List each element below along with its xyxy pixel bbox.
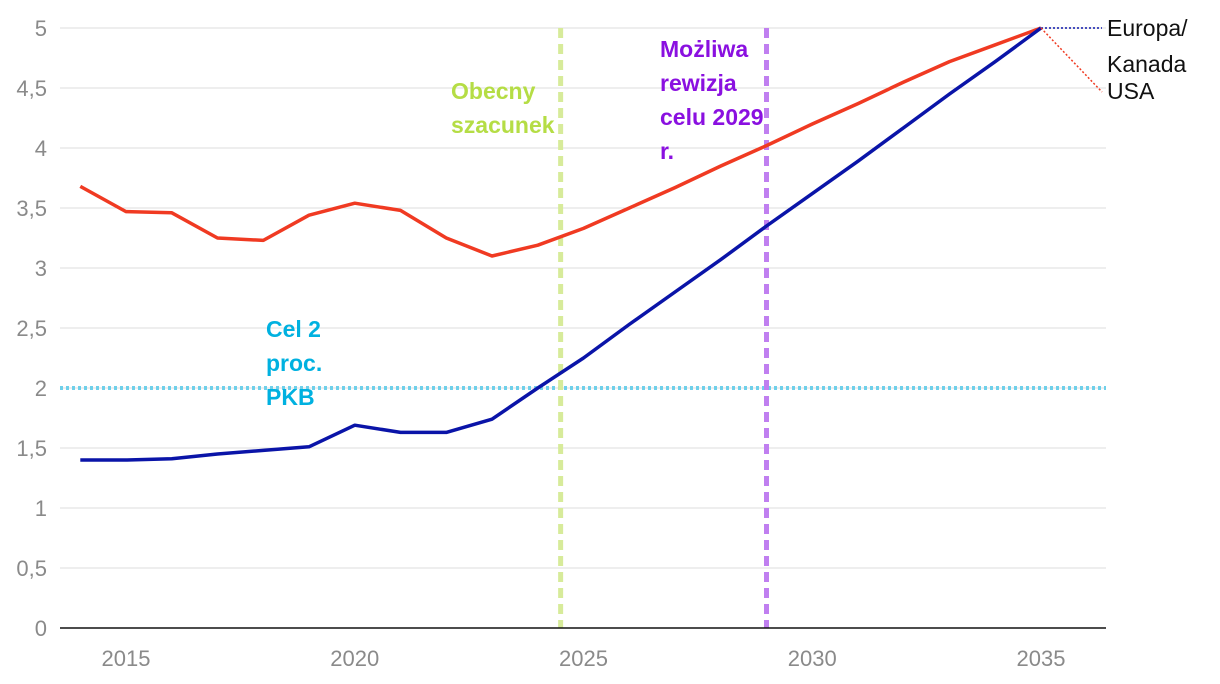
label-line: Obecny [451, 78, 536, 104]
x-axis-ticks: 2015 2020 2025 2030 2035 [102, 646, 1066, 671]
x-tick-label: 2035 [1017, 646, 1066, 671]
y-axis-ticks: 0 0,5 1 1,5 2 2,5 3 3,5 4 4,5 5 [16, 16, 47, 641]
target-2pct-label: Cel 2 proc. PKB [266, 316, 329, 410]
y-tick-label: 3 [35, 256, 47, 281]
y-tick-label: 4,5 [16, 76, 47, 101]
y-tick-label: 1,5 [16, 436, 47, 461]
current-estimate-label: Obecny szacunek [451, 78, 555, 138]
usa-series-line [79, 26, 1042, 258]
gridlines [60, 27, 1106, 569]
y-tick-label: 2,5 [16, 316, 47, 341]
legend-line: Europa/ [1107, 15, 1188, 41]
legend-europe-canada: Europa/ Kanada [1107, 15, 1194, 77]
x-tick-label: 2025 [559, 646, 608, 671]
legend-leaders [1040, 27, 1103, 93]
y-tick-label: 3,5 [16, 196, 47, 221]
label-line: proc. [266, 350, 322, 376]
possible-revision-label: Możliwa rewizja celu 2029 r. [660, 36, 770, 164]
label-line: Cel 2 [266, 316, 321, 342]
label-line: celu 2029 [660, 104, 764, 130]
y-tick-label: 0,5 [16, 556, 47, 581]
legend-usa: USA [1107, 78, 1155, 104]
y-tick-label: 4 [35, 136, 47, 161]
y-tick-label: 0 [35, 616, 47, 641]
y-tick-label: 2 [35, 376, 47, 401]
x-tick-label: 2020 [330, 646, 379, 671]
y-tick-label: 5 [35, 16, 47, 41]
x-tick-label: 2030 [788, 646, 837, 671]
y-tick-label: 1 [35, 496, 47, 521]
label-line: rewizja [660, 70, 737, 96]
label-line: PKB [266, 384, 315, 410]
label-line: szacunek [451, 112, 555, 138]
reference-lines [60, 28, 1106, 628]
usa-leader [1040, 27, 1103, 93]
label-line: Możliwa [660, 36, 748, 62]
legend-line: Kanada [1107, 51, 1187, 77]
series-lines [79, 26, 1043, 462]
x-tick-label: 2015 [102, 646, 151, 671]
europe-canada-series-line [80, 26, 1043, 462]
label-line: r. [660, 138, 674, 164]
legend-line: USA [1107, 78, 1155, 104]
